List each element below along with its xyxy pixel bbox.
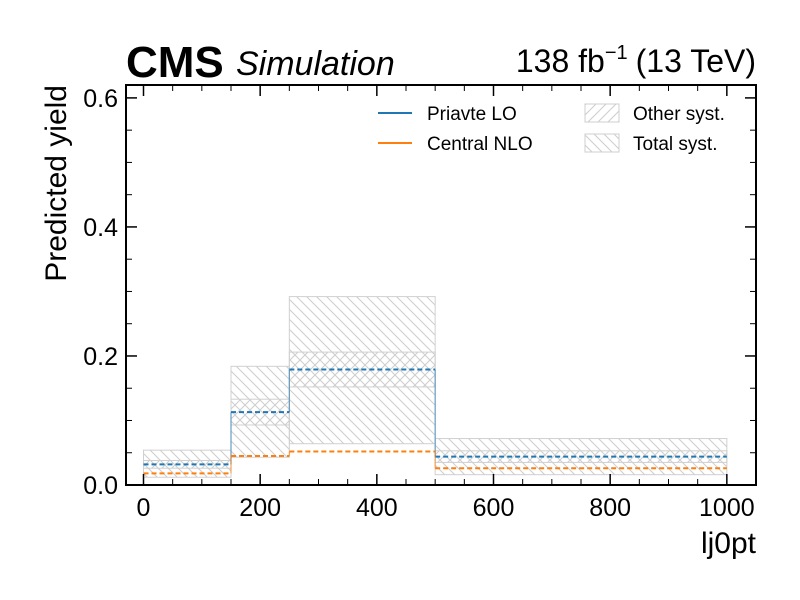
legend: Priavte LO Central NLO Other syst. Total… [378,103,725,155]
y-tick-label: 0.4 [83,214,118,242]
legend-label-private-lo: Priavte LO [427,104,517,125]
experiment-label: CMS [126,38,224,87]
luminosity-exponent: −1 [605,42,628,64]
series-lines [143,368,727,475]
x-tick-label: 0 [137,494,151,522]
x-axis-title: lj0pt [701,527,757,560]
x-tick-label: 600 [473,494,515,522]
y-tick-label: 0.6 [83,85,118,113]
energy-label: (13 TeV) [636,43,756,79]
legend-label-total-syst: Total syst. [633,134,717,155]
legend-label-central-nlo: Central NLO [427,134,533,155]
legend-swatch-other-syst [584,103,620,123]
x-tick-label: 400 [356,494,398,522]
y-axis-title: Predicted yield [40,85,73,282]
simulation-label: Simulation [236,45,395,83]
plot-frame [125,84,757,486]
legend-label-other-syst: Other syst. [633,104,725,125]
x-tick-label: 1000 [699,494,755,522]
x-tick-label: 200 [239,494,281,522]
x-tick-label: 800 [589,494,631,522]
luminosity-label: 138 fb−1 (13 TeV) [516,42,756,79]
luminosity-value: 138 fb [516,43,605,79]
y-tick-label: 0.0 [83,472,118,500]
y-tick-label: 0.2 [83,343,118,371]
legend-swatch-total-syst [584,133,620,153]
